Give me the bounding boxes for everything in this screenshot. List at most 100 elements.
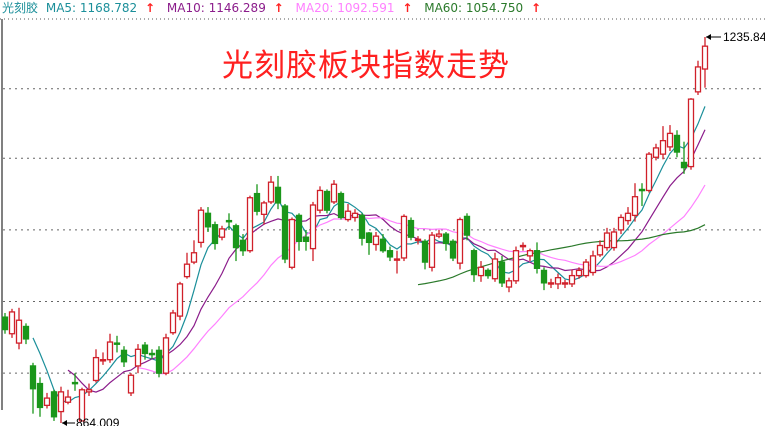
candle-up (477, 266, 485, 277)
candle-up (15, 319, 23, 344)
min-price-label: 864.009 (76, 416, 120, 426)
candle-up (218, 228, 226, 238)
candle-down (225, 219, 233, 223)
candle-up (414, 238, 422, 242)
candle-up (267, 181, 275, 203)
candle-down (673, 134, 681, 153)
candle-up (631, 196, 639, 217)
candle-down (463, 215, 471, 236)
candle-down (449, 240, 457, 259)
candle-up (512, 250, 520, 282)
candle-up (617, 216, 625, 231)
candle-down (204, 212, 212, 228)
candle-down (638, 188, 646, 192)
candle-up (393, 258, 401, 261)
candle-up (288, 218, 296, 268)
index-name: 光刻胶 (2, 1, 39, 15)
up-arrow-icon: ↑ (531, 1, 542, 15)
ma10-line (67, 129, 706, 393)
candle-down (386, 250, 394, 258)
candle-up (547, 282, 555, 285)
candle-up (701, 45, 709, 70)
candle-up (330, 183, 338, 203)
candle-up (43, 397, 51, 407)
candle-up (554, 277, 562, 285)
candle-down (407, 219, 415, 238)
candle-down (484, 269, 492, 277)
candle-up (652, 147, 660, 158)
candle-down (113, 342, 121, 345)
candle-up (659, 139, 667, 155)
candle-down (239, 239, 247, 252)
candle-up (561, 282, 569, 285)
ma20-label: MA20: 1092.591 ↑ (295, 1, 413, 15)
candle-down (1, 316, 9, 331)
candle-down (29, 365, 37, 390)
ma60-label: MA60: 1054.750 ↑ (424, 1, 542, 15)
candle-up (92, 356, 100, 382)
candle-down (148, 352, 156, 356)
candle-up (687, 98, 695, 168)
candle-down (274, 186, 282, 204)
candle-down (22, 325, 30, 340)
candle-up (64, 396, 72, 403)
candle-up (190, 252, 198, 263)
candle-up (428, 234, 436, 268)
candle-down (302, 236, 310, 242)
candle-up (183, 263, 191, 278)
candle-down (50, 391, 58, 418)
candle-up (491, 258, 499, 280)
candle-down (358, 214, 366, 239)
candle-up (694, 66, 702, 93)
ma-legend: 光刻胶 MA5: 1168.782 ↑ MA10: 1146.289 ↑ MA2… (2, 0, 549, 17)
candle-down (365, 232, 373, 244)
candle-down (533, 250, 541, 269)
candle-down (295, 214, 303, 242)
max-arrow-head-icon (706, 34, 711, 40)
candle-up (8, 311, 16, 335)
up-arrow-icon: ↑ (402, 1, 413, 15)
candle-down (281, 205, 289, 260)
ma20-line (137, 184, 706, 375)
candle-up (372, 235, 380, 246)
candle-up (666, 132, 674, 148)
candle-down (120, 349, 128, 363)
candle-up (603, 232, 611, 249)
candle-down (498, 261, 506, 284)
candle-up (589, 255, 597, 274)
candle-down (155, 349, 163, 374)
candle-up (519, 244, 527, 248)
candle-up (526, 250, 534, 257)
candle-down (540, 269, 548, 284)
candle-down (36, 382, 44, 409)
candle-up (260, 202, 268, 216)
max-price-label: 1235.84 (723, 30, 765, 44)
candle-up (134, 348, 142, 367)
candle-up (575, 269, 583, 277)
candle-up (351, 212, 359, 219)
candle-up (246, 197, 254, 252)
candle-up (624, 212, 632, 222)
candle-up (57, 391, 65, 413)
candle-down (323, 190, 331, 211)
candle-up (344, 210, 352, 221)
candle-down (253, 192, 261, 212)
candle-up (582, 261, 590, 277)
min-arrow-head-icon (62, 420, 67, 426)
candle-down (141, 344, 149, 355)
chart-title: 光刻胶板块指数走势 (222, 48, 510, 84)
candle-down (232, 225, 240, 249)
ma60-line (417, 224, 706, 286)
candle-up (85, 389, 93, 393)
candle-down (470, 250, 478, 276)
candle-up (176, 283, 184, 317)
candle-up (162, 337, 170, 374)
candle-down (337, 192, 345, 219)
candle-down (442, 233, 450, 245)
candle-down (71, 381, 79, 385)
candle-up (435, 233, 443, 237)
candle-up (316, 189, 324, 211)
candle-up (106, 341, 114, 361)
candle-up (610, 231, 618, 249)
